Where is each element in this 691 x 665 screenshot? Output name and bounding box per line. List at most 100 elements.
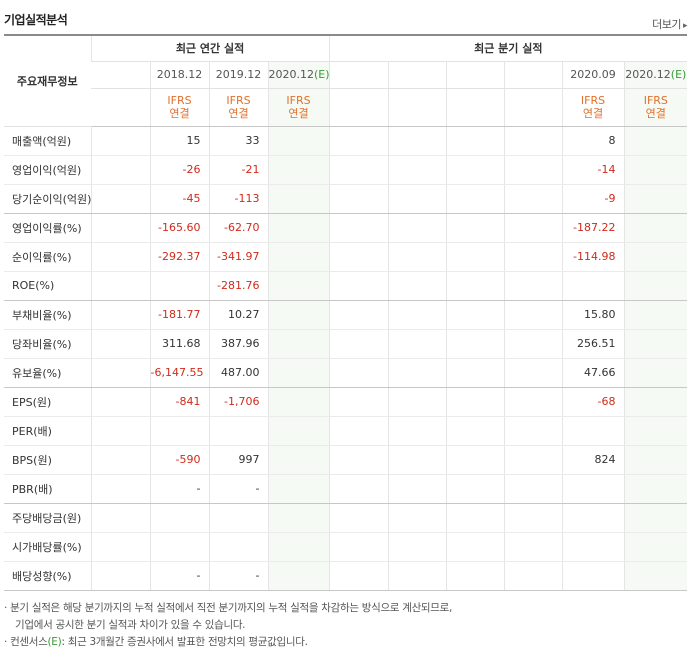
quarter-value	[387, 445, 447, 475]
quarter-value	[503, 532, 563, 562]
quarter-value: 824	[561, 445, 625, 475]
quarter-value	[561, 474, 625, 504]
table-row: ROE(%) -281.76	[4, 271, 688, 301]
quarter-value	[328, 242, 389, 272]
quarter-value	[561, 503, 625, 533]
annual-value	[149, 532, 209, 562]
annual-value	[90, 474, 150, 504]
quarter-value	[328, 213, 389, 243]
annual-value	[90, 213, 150, 243]
quarter-value	[561, 271, 625, 301]
annual-date-label: 2018.12	[156, 68, 203, 81]
consolidated-label: 연결	[288, 107, 309, 120]
quarter-value: -187.22	[561, 213, 625, 243]
annual-value: -341.97	[208, 242, 268, 272]
quarter-value	[503, 416, 563, 446]
row-label: ROE(%)	[4, 271, 91, 301]
annual-value	[208, 532, 268, 562]
quarter-value	[503, 184, 563, 214]
annual-date-1: 2018.12	[149, 61, 209, 89]
quarter-value: -68	[561, 387, 625, 417]
quarter-value	[328, 300, 389, 330]
quarter-value	[387, 561, 447, 591]
quarter-value	[503, 329, 563, 359]
annual-value: -590	[149, 445, 209, 475]
annual-ifrs-2: IFRS 연결	[208, 88, 268, 127]
quarter-value	[623, 155, 688, 185]
annual-value	[267, 155, 330, 185]
quarter-value	[387, 155, 447, 185]
quarter-value	[328, 329, 389, 359]
quarter-value	[328, 503, 389, 533]
table-row: 시가배당률(%)	[4, 532, 688, 562]
more-link[interactable]: 더보기 ▸	[652, 16, 687, 32]
quarter-ifrs-3	[503, 88, 563, 127]
row-label: 영업이익(억원)	[4, 155, 91, 185]
quarter-value	[503, 561, 563, 591]
quarter-value	[445, 300, 505, 330]
annual-value	[90, 271, 150, 301]
annual-value: 311.68	[149, 329, 209, 359]
section-title: 기업실적분석	[4, 13, 68, 27]
quarter-value	[503, 155, 563, 185]
annual-value: -1,706	[208, 387, 268, 417]
quarter-value	[623, 387, 688, 417]
annual-value	[90, 358, 150, 388]
quarter-value	[328, 155, 389, 185]
annual-value: -113	[208, 184, 268, 214]
annual-value: 15	[149, 126, 209, 156]
annual-value: -6,147.55	[149, 358, 209, 388]
row-label: 주당배당금(원)	[4, 503, 91, 533]
annual-value	[90, 329, 150, 359]
annual-value: -62.70	[208, 213, 268, 243]
table-row: 주당배당금(원)	[4, 503, 688, 533]
annual-value: -181.77	[149, 300, 209, 330]
quarter-value	[445, 445, 505, 475]
quarter-value	[445, 155, 505, 185]
quarter-value	[503, 126, 563, 156]
quarter-date-2	[445, 61, 505, 89]
quarter-value	[328, 358, 389, 388]
quarter-value	[445, 416, 505, 446]
quarter-value	[387, 213, 447, 243]
quarter-value	[387, 329, 447, 359]
estimate-mark: (E)	[670, 68, 687, 81]
quarter-value	[623, 503, 688, 533]
annual-value: -281.76	[208, 271, 268, 301]
annual-value	[267, 126, 330, 156]
quarter-date-label: 2020.09	[570, 68, 616, 81]
annual-value	[90, 445, 150, 475]
quarter-value	[328, 126, 389, 156]
chevron-right-icon: ▸	[682, 21, 688, 31]
quarter-value	[503, 271, 563, 301]
quarter-value	[623, 184, 688, 214]
quarter-title: 최근 분기 실적	[328, 34, 688, 62]
quarter-value: 15.80	[561, 300, 625, 330]
annual-value: 10.27	[208, 300, 268, 330]
consolidated-label: 연결	[582, 107, 604, 120]
row-label: EPS(원)	[4, 387, 91, 417]
quarter-value	[387, 387, 447, 417]
footnote-quarterly-cont: 기업에서 공시한 분기 실적과 차이가 있을 수 있습니다.	[15, 619, 246, 631]
annual-value	[90, 184, 150, 214]
quarter-value	[623, 271, 688, 301]
row-label: 시가배당률(%)	[4, 532, 91, 562]
quarter-value	[387, 184, 447, 214]
quarter-date-5: 2020.12(E)	[623, 61, 688, 89]
section-header: 기업실적분석 더보기 ▸	[4, 9, 688, 31]
annual-value	[90, 416, 150, 446]
annual-value	[267, 503, 330, 533]
quarter-value	[503, 445, 563, 475]
quarter-value	[387, 126, 447, 156]
annual-value	[90, 300, 150, 330]
more-link-label[interactable]: 더보기	[652, 18, 681, 31]
annual-value	[90, 155, 150, 185]
quarter-ifrs-2	[445, 88, 505, 127]
quarter-value	[328, 416, 389, 446]
quarter-value	[445, 532, 505, 562]
consolidated-label: 연결	[228, 107, 249, 120]
quarter-value	[328, 184, 389, 214]
quarter-ifrs-1	[387, 88, 447, 127]
quarter-value	[503, 300, 563, 330]
table-row: 당좌비율(%) 311.68 387.96 256.51	[4, 329, 688, 359]
